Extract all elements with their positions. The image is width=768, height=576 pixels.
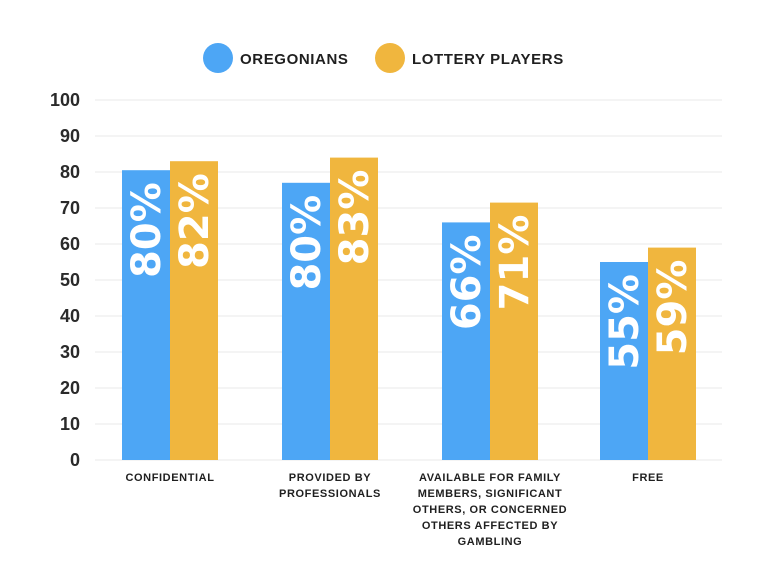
bar-value-label: 82% <box>172 173 218 269</box>
legend-item-oregonians: OREGONIANS <box>203 43 349 73</box>
legend-item-lottery-players: LOTTERY PLAYERS <box>375 43 564 73</box>
x-category-label: AVAILABLE FOR FAMILY <box>419 472 561 484</box>
bar-value-label: 66% <box>444 234 490 330</box>
x-axis: CONFIDENTIAL PROVIDED BY PROFESSIONALS AVAI… <box>125 472 663 548</box>
y-tick-label: 30 <box>60 342 80 362</box>
y-tick-label: 100 <box>50 90 80 110</box>
bar-oregonians <box>122 170 170 460</box>
legend-label-lottery-players: LOTTERY PLAYERS <box>412 51 564 68</box>
bar-oregonians <box>600 262 648 460</box>
y-tick-label: 40 <box>60 306 80 326</box>
y-tick-label: 10 <box>60 414 80 434</box>
x-category-label: PROVIDED BY <box>289 472 371 484</box>
y-tick-label: 0 <box>70 450 80 470</box>
y-tick-label: 70 <box>60 198 80 218</box>
bar-lottery-players <box>330 157 378 460</box>
bar-value-label: 59% <box>650 260 696 356</box>
y-axis: 0 10 20 30 40 50 60 70 80 90 100 <box>50 90 80 470</box>
y-tick-label: 80 <box>60 162 80 182</box>
legend-swatch-oregonians <box>203 43 233 73</box>
bar-labels: 80% 80% 66% 55% 82% 83% 71% 59% <box>124 170 696 370</box>
legend: OREGONIANS LOTTERY PLAYERS <box>203 43 564 73</box>
bar-lottery-players <box>648 247 696 460</box>
x-category-label: OTHERS, OR CONCERNED <box>413 504 567 516</box>
bar-value-label: 83% <box>332 170 378 266</box>
bar-lottery-players <box>170 161 218 460</box>
x-category-label: FREE <box>632 472 664 484</box>
bar-value-label: 80% <box>284 195 330 291</box>
y-tick-label: 20 <box>60 378 80 398</box>
x-category-label: MEMBERS, SIGNIFICANT <box>418 488 563 500</box>
bars <box>122 157 696 461</box>
y-tick-label: 60 <box>60 234 80 254</box>
x-category-label: CONFIDENTIAL <box>125 472 214 484</box>
bar-oregonians <box>282 182 330 461</box>
y-tick-label: 90 <box>60 126 80 146</box>
x-category-label: GAMBLING <box>458 536 523 548</box>
bar-value-label: 80% <box>124 182 170 278</box>
bar-value-label: 71% <box>492 215 538 311</box>
bar-lottery-players <box>490 202 538 460</box>
x-category-label: PROFESSIONALS <box>279 488 381 500</box>
bar-value-label: 55% <box>602 274 648 370</box>
y-tick-label: 50 <box>60 270 80 290</box>
x-category-label: OTHERS AFFECTED BY <box>422 520 558 532</box>
legend-swatch-lottery-players <box>375 43 405 73</box>
legend-label-oregonians: OREGONIANS <box>240 51 349 68</box>
bar-oregonians <box>442 222 490 460</box>
